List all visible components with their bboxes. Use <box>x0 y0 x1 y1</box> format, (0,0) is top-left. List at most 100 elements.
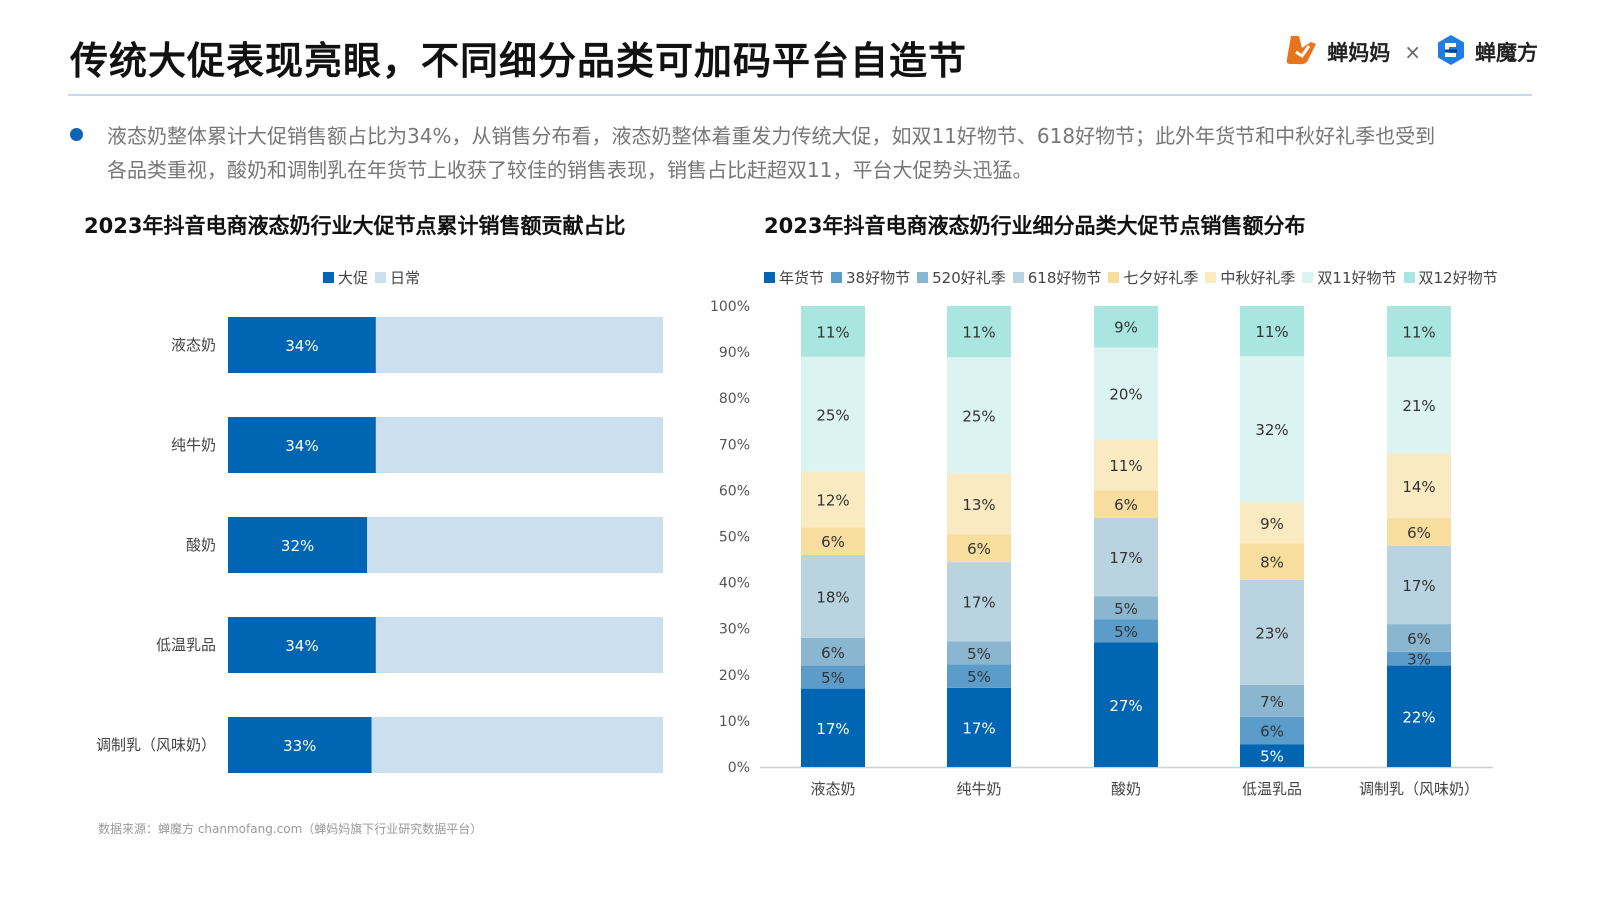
bar-segment-0 <box>1387 665 1451 767</box>
legend-swatch <box>764 272 775 283</box>
data-label: 11% <box>816 323 849 341</box>
data-label: 11% <box>962 324 995 342</box>
data-label: 22% <box>1402 708 1435 726</box>
bar-segment-7 <box>947 306 1011 358</box>
data-label: 6% <box>1114 496 1138 514</box>
chanmofang-logo-text: 蝉魔方 <box>1475 41 1538 65</box>
bar-segment-7 <box>1387 306 1451 357</box>
bar-segment-1 <box>1240 716 1304 745</box>
y-tick-label: 80% <box>719 391 750 407</box>
legend-item-right-1: 38好物节 <box>831 267 910 288</box>
legend-swatch <box>917 272 929 283</box>
bar-segment-2 <box>1240 684 1304 717</box>
bar-segment-5 <box>801 471 865 528</box>
data-label: 11% <box>1402 323 1435 341</box>
legend-item-right-4: 七夕好礼季 <box>1108 267 1198 288</box>
y-tick-label: 60% <box>719 483 750 499</box>
data-label: 6% <box>1407 630 1431 648</box>
page-title: 传统大促表现亮眼，不同细分品类可加码平台自造节 <box>70 39 968 83</box>
data-label: 6% <box>821 644 845 662</box>
bar-segment-promo <box>228 317 376 373</box>
legend-item-right-7: 双12好物节 <box>1403 267 1498 288</box>
y-tick-label: 100% <box>710 299 750 315</box>
left-chart-title: 2023年抖音电商液态奶行业大促节点累计销售额贡献占比 <box>84 214 626 238</box>
legend-swatch <box>323 272 334 283</box>
legend-item-right-2: 520好礼季 <box>917 267 1006 288</box>
bar-segment-2 <box>1387 624 1451 652</box>
category-label: 液态奶 <box>171 336 216 354</box>
right-chart: 0% 10% 20% 30% 40% 50% 60% 70% 80% 90% 100% 17% 5% 6%… <box>710 299 1493 798</box>
data-label: 5% <box>1114 623 1138 641</box>
chanmama-logo-icon <box>1285 34 1319 70</box>
bar-segment-3 <box>1094 518 1158 597</box>
bar-segment-7 <box>1094 306 1158 348</box>
legend-swatch <box>1108 272 1120 283</box>
bar-segment-6 <box>1094 347 1158 440</box>
data-label: 23% <box>1255 624 1288 642</box>
brand-logos: 蝉妈妈 × 蝉魔方 <box>1285 34 1538 70</box>
x-category-label: 调制乳（风味奶） <box>1359 780 1479 798</box>
bar-segment-0 <box>947 687 1011 767</box>
bar-segment-5 <box>1094 439 1158 491</box>
legend-label: 七夕好礼季 <box>1123 269 1199 287</box>
bar-segment-2 <box>801 637 865 666</box>
bar-segment-7 <box>801 306 865 357</box>
data-label: 5% <box>1260 748 1284 766</box>
data-label: 9% <box>1260 515 1284 533</box>
legend-item-left-0: 大促 <box>323 267 368 288</box>
bar-segment-6 <box>1387 356 1451 454</box>
data-label: 17% <box>1109 549 1142 567</box>
data-label: 5% <box>967 645 991 663</box>
data-label: 7% <box>1260 693 1284 711</box>
data-label: 32% <box>281 537 314 555</box>
data-label: 3% <box>1407 651 1431 669</box>
legend-label: 双11好物节 <box>1317 269 1397 287</box>
data-label: 14% <box>1402 478 1435 496</box>
bar-segment-4 <box>1240 543 1304 580</box>
legend-label: 日常 <box>390 269 421 287</box>
x-category-label: 酸奶 <box>1111 780 1141 798</box>
y-tick-label: 10% <box>719 714 750 730</box>
legend-swatch <box>375 272 387 283</box>
y-tick-label: 90% <box>719 345 750 361</box>
left-chart: 液态奶 34% 纯牛奶 34% 酸奶 32% 低温乳品 34% 调制乳（风味奶） 33% <box>96 317 663 773</box>
legend-swatch <box>1012 272 1024 283</box>
data-label: 6% <box>967 540 991 558</box>
legend-item-right-6: 双11好物节 <box>1302 267 1397 288</box>
bar-segment-4 <box>801 527 865 555</box>
data-label: 5% <box>821 669 845 687</box>
data-label: 17% <box>816 720 849 738</box>
data-label: 34% <box>285 437 318 455</box>
data-label: 5% <box>1114 600 1138 618</box>
bar-segment-6 <box>1240 356 1304 503</box>
bar-segment-promo <box>228 417 376 473</box>
bar-segment-3 <box>1387 545 1451 625</box>
y-tick-label: 0% <box>728 760 750 776</box>
y-tick-label: 40% <box>719 576 750 592</box>
legend-label: 520好礼季 <box>932 269 1006 287</box>
bar-segment-2 <box>947 641 1011 665</box>
data-label: 5% <box>967 668 991 686</box>
bar-segment-1 <box>1387 651 1451 666</box>
bar-segment-1 <box>1094 619 1158 643</box>
bar-segment-5 <box>947 473 1011 535</box>
data-label: 6% <box>1260 722 1284 740</box>
legend-swatch <box>1302 272 1314 283</box>
data-label: 27% <box>1109 697 1142 715</box>
legend-swatch <box>831 272 843 283</box>
category-label: 调制乳（风味奶） <box>96 736 216 754</box>
bar-segment-daily <box>375 317 663 373</box>
category-label: 低温乳品 <box>156 636 216 654</box>
x-category-label: 液态奶 <box>810 780 855 798</box>
bar-segment-4 <box>1387 518 1451 546</box>
bar-segment-daily <box>371 717 663 773</box>
data-label: 18% <box>816 588 849 606</box>
data-label: 25% <box>962 407 995 425</box>
data-label: 6% <box>821 533 845 551</box>
bar-segment-3 <box>801 554 865 638</box>
data-label: 17% <box>962 719 995 737</box>
bar-segment-0 <box>1094 642 1158 767</box>
right-chart-legend: 年货节 38好物节 520好礼季 618好物节 七夕好礼季 中秋好礼季 双11好物节 双12好… <box>764 267 1505 288</box>
bar-segment-5 <box>1240 502 1304 544</box>
data-label: 11% <box>1109 457 1142 475</box>
